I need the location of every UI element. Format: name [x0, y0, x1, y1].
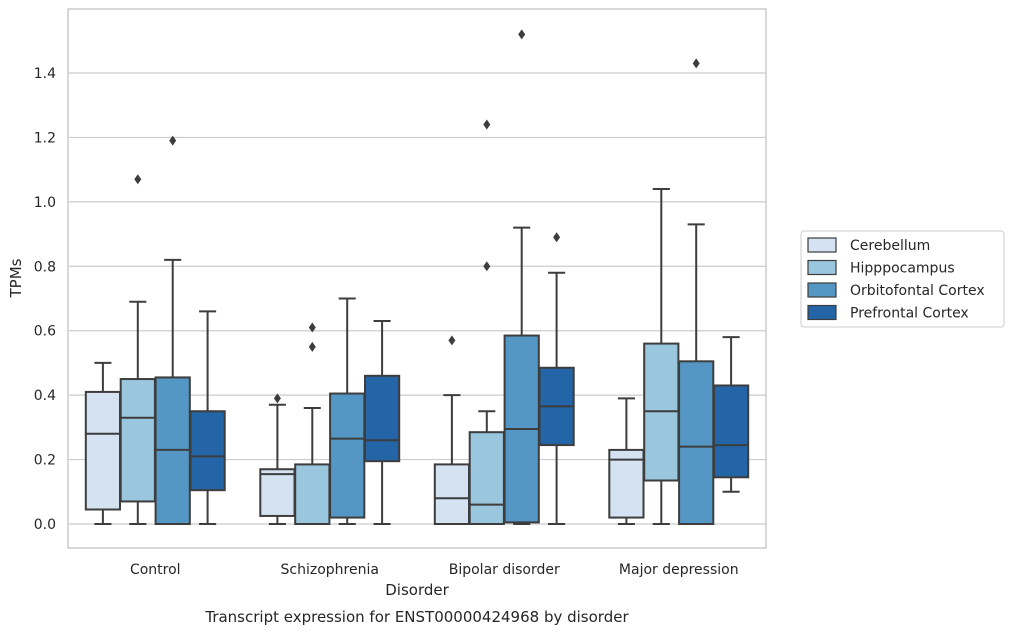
box-body	[468, 431, 505, 526]
box-body	[433, 463, 471, 525]
y-tick-label: 1.0	[34, 195, 56, 211]
legend-swatch	[807, 282, 837, 298]
box-0-2	[154, 135, 191, 525]
y-tick-label: 0.6	[34, 324, 56, 340]
box-body	[259, 468, 296, 517]
x-axis-title: Disorder	[385, 581, 449, 599]
box-body	[189, 410, 226, 492]
x-tick-labels: Control Schizophrenia Bipolar disorder Majo…	[130, 562, 739, 578]
legend-swatch	[807, 237, 837, 253]
legend-label: Hipppocampus	[850, 261, 955, 277]
box-0-1	[119, 174, 156, 525]
box-0-3	[189, 310, 226, 525]
chart-caption: Transcript expression for ENST0000042496…	[204, 608, 629, 626]
x-tick-label: Major depression	[619, 562, 739, 578]
y-tick-label: 1.4	[34, 66, 56, 82]
legend-swatch	[807, 259, 837, 276]
box-body	[608, 448, 645, 519]
box-0-0	[84, 361, 122, 525]
box-3-0	[608, 397, 645, 525]
box-2-0	[433, 335, 471, 525]
legend-label: Prefrontal Cortex	[850, 306, 969, 322]
outlier-point	[273, 393, 281, 404]
y-axis-title: TPMs	[7, 258, 25, 298]
outlier-point	[448, 335, 456, 346]
box-body	[119, 378, 156, 503]
box-2-2	[503, 29, 540, 525]
y-tick-labels: 0.0 0.2 0.4 0.6 0.8 1.0 1.2 1.4	[34, 66, 56, 533]
box-1-1	[294, 322, 331, 525]
box-2-1	[468, 119, 505, 526]
outlier-point	[169, 135, 177, 146]
box-3-3	[712, 336, 750, 493]
outlier-point	[692, 58, 700, 69]
box-3-2	[678, 58, 715, 526]
outlier-point	[483, 119, 491, 130]
outlier-point	[134, 174, 142, 185]
box-body	[329, 392, 366, 519]
x-tick-label: Control	[130, 562, 181, 578]
legend-frame	[800, 230, 1005, 328]
x-tick-label: Schizophrenia	[281, 562, 379, 578]
box-body	[678, 360, 715, 526]
outlier-point	[518, 29, 526, 40]
legend-label: Orbitofontal Cortex	[850, 283, 985, 299]
y-tick-label: 0.2	[34, 453, 56, 469]
y-tick-label: 0.4	[34, 388, 56, 404]
y-tick-label: 0.8	[34, 259, 56, 275]
y-tick-label: 0.0	[34, 517, 56, 533]
box-1-3	[363, 320, 401, 525]
outlier-point	[308, 322, 316, 333]
box-1-0	[259, 393, 296, 525]
outlier-point	[308, 341, 316, 352]
box-2-3	[538, 232, 575, 525]
legend-label: Cerebellum	[850, 238, 930, 254]
outlier-point	[483, 261, 491, 272]
outlier-point	[553, 232, 561, 243]
x-tick-label: Bipolar disorder	[449, 562, 560, 578]
y-tick-label: 1.2	[34, 130, 56, 146]
box-body	[294, 463, 331, 525]
box-body	[84, 390, 122, 511]
legend-swatch	[807, 304, 837, 321]
box-3-1	[643, 187, 680, 525]
box-body	[363, 374, 401, 463]
box-body	[712, 384, 750, 479]
box-groups	[84, 29, 750, 526]
legend: Cerebellum Hipppocampus Orbitofontal Corte…	[800, 230, 1005, 328]
